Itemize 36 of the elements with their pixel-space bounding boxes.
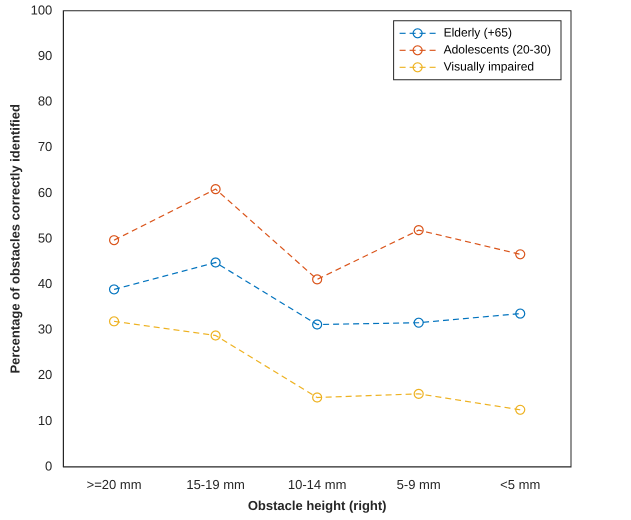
- x-tick-label: <5 mm: [500, 477, 540, 492]
- y-tick-label: 30: [38, 322, 52, 337]
- point: [312, 319, 322, 330]
- point: [414, 388, 424, 399]
- x-tick-label: 10-14 mm: [288, 477, 346, 492]
- point: [108, 235, 120, 246]
- point: [108, 316, 120, 326]
- x-tick-label: 5-9 mm: [396, 477, 441, 492]
- legend-label: Adolescents (20-30): [444, 42, 552, 57]
- y-tick-label: 90: [38, 48, 52, 63]
- point: [210, 184, 221, 194]
- x-tick-label: >=20 mm: [86, 477, 142, 492]
- y-tick-label: 0: [45, 458, 52, 474]
- legend-label: Visually impaired: [444, 60, 534, 74]
- y-tick-label: 50: [38, 230, 52, 246]
- point: [108, 284, 120, 295]
- y-tick-label: 80: [38, 94, 52, 109]
- point: [515, 308, 526, 319]
- x-axis-title: Obstacle height (right): [248, 498, 386, 513]
- point: [515, 404, 526, 415]
- y-axis-title: Percentage of obstacles correctly identified: [7, 104, 22, 374]
- point: [414, 318, 424, 328]
- legend-label: Elderly (+65): [444, 26, 512, 40]
- point: [414, 225, 424, 236]
- point: [312, 274, 322, 284]
- point: [210, 257, 221, 268]
- point: [210, 330, 221, 341]
- point: [312, 392, 322, 403]
- y-tick-label: 70: [38, 139, 52, 154]
- y-tick-label: 10: [38, 412, 52, 428]
- y-tick-label: 100: [30, 2, 52, 18]
- point: [515, 249, 526, 260]
- y-tick-label: 40: [38, 276, 52, 291]
- x-tick-label: 15-19 mm: [186, 477, 245, 492]
- y-tick-label: 20: [38, 367, 52, 382]
- y-tick-label: 60: [38, 184, 52, 200]
